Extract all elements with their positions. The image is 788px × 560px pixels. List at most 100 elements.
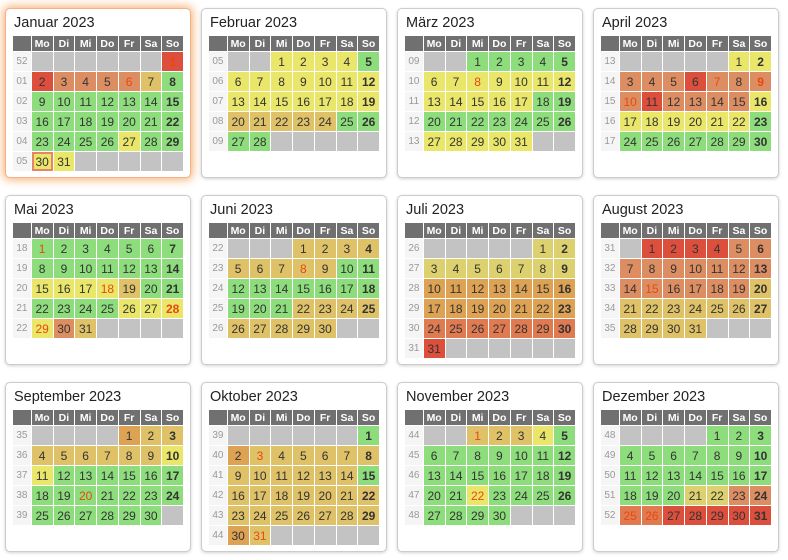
day-cell: 19 [97,112,118,131]
day-cell: 6 [227,72,249,91]
day-cell: 23 [554,299,575,318]
day-cell: 10 [510,72,532,91]
day-cell: 18 [445,299,467,318]
day-cell: 23 [728,486,750,505]
empty-cell [31,52,53,71]
day-cell: 8 [467,72,489,91]
day-cell: 21 [619,299,641,318]
day-cell: 21 [162,279,183,298]
weekday-header: Fr [314,36,336,51]
day-cell: 25 [97,299,118,318]
week-number: 24 [209,279,227,298]
week-column-header [209,36,227,51]
month-grid: Mo Di Mi Do Fr Sa So 18 1 2 3 4 5 6 7 19 8 9 10 11 12 13 14 20 1… [12,222,184,339]
week-number: 33 [601,279,619,298]
empty-cell [336,526,358,545]
day-cell: 27 [663,506,685,525]
empty-cell [489,239,510,258]
month-panel: Januar 2023 Mo Di Mi Do Fr Sa So 52 1 01 2 3 4 5 6 7 8 02 9… [5,8,191,178]
day-cell: 16 [314,279,336,298]
day-cell: 25 [706,299,728,318]
day-cell: 23 [314,299,336,318]
day-cell: 22 [728,112,750,131]
empty-cell [445,52,467,71]
empty-cell [293,132,314,151]
day-cell: 9 [489,72,510,91]
day-cell: 13 [489,279,510,298]
empty-cell [271,239,293,258]
day-cell: 22 [118,486,140,505]
day-cell: 20 [423,112,445,131]
day-cell: 28 [97,506,118,525]
day-cell: 14 [271,279,293,298]
empty-cell [510,239,532,258]
week-number: 41 [209,466,227,485]
empty-cell [423,239,445,258]
day-cell: 24 [75,299,97,318]
week-number: 10 [405,72,423,91]
day-cell: 1 [271,52,293,71]
day-cell: 25 [271,506,293,525]
day-cell: 9 [554,259,575,278]
day-cell: 12 [293,466,314,485]
day-cell: 15 [467,92,489,111]
day-cell: 11 [532,72,554,91]
week-number: 48 [601,426,619,445]
day-cell: 16 [293,92,314,111]
day-cell: 2 [554,239,575,258]
empty-cell [358,319,379,338]
day-cell: 17 [685,279,706,298]
weekday-header: Di [249,36,271,51]
day-cell: 19 [467,299,489,318]
day-cell: 8 [31,259,53,278]
day-cell: 3 [619,72,641,91]
weekday-header: Mi [75,36,97,51]
day-cell: 26 [663,132,685,151]
weekday-header: So [358,410,379,425]
month-grid: Mo Di Mi Do Fr Sa So 26 1 2 27 3 4 5 6 7 8 9 28 10 11 12 13 14 1… [404,222,576,359]
day-cell: 11 [97,259,118,278]
day-cell: 29 [293,319,314,338]
month-title: Januar 2023 [14,15,95,31]
day-cell: 14 [336,466,358,485]
day-cell: 3 [53,72,75,91]
day-cell: 21 [685,486,706,505]
day-cell: 1 [162,52,183,71]
week-number: 35 [601,319,619,338]
day-cell: 2 [750,52,771,71]
week-column-header [405,36,423,51]
day-cell: 25 [619,506,641,525]
day-cell: 7 [249,72,271,91]
day-cell: 20 [750,279,771,298]
day-cell: 20 [423,486,445,505]
day-cell: 26 [467,319,489,338]
day-cell: 1 [358,426,379,445]
week-number: 49 [601,446,619,465]
day-cell: 5 [554,426,575,445]
day-cell: 5 [467,259,489,278]
day-cell: 12 [227,279,249,298]
week-number: 39 [209,426,227,445]
week-number: 29 [405,299,423,318]
day-cell: 21 [336,486,358,505]
day-cell: 15 [728,92,750,111]
empty-cell [140,52,162,71]
day-cell: 20 [75,486,97,505]
weekday-header: Do [97,36,118,51]
weekday-header: Fr [118,223,140,238]
empty-cell [314,526,336,545]
day-cell: 14 [162,259,183,278]
weekday-header: Sa [532,36,554,51]
empty-cell [75,426,97,445]
day-cell: 12 [554,72,575,91]
day-cell: 8 [358,446,379,465]
day-cell: 27 [249,319,271,338]
weekday-header: Di [53,410,75,425]
month-title: Februar 2023 [210,15,298,31]
day-cell: 26 [53,506,75,525]
empty-cell [118,319,140,338]
empty-cell [336,132,358,151]
empty-cell [140,319,162,338]
day-cell: 10 [53,92,75,111]
day-cell: 11 [706,259,728,278]
